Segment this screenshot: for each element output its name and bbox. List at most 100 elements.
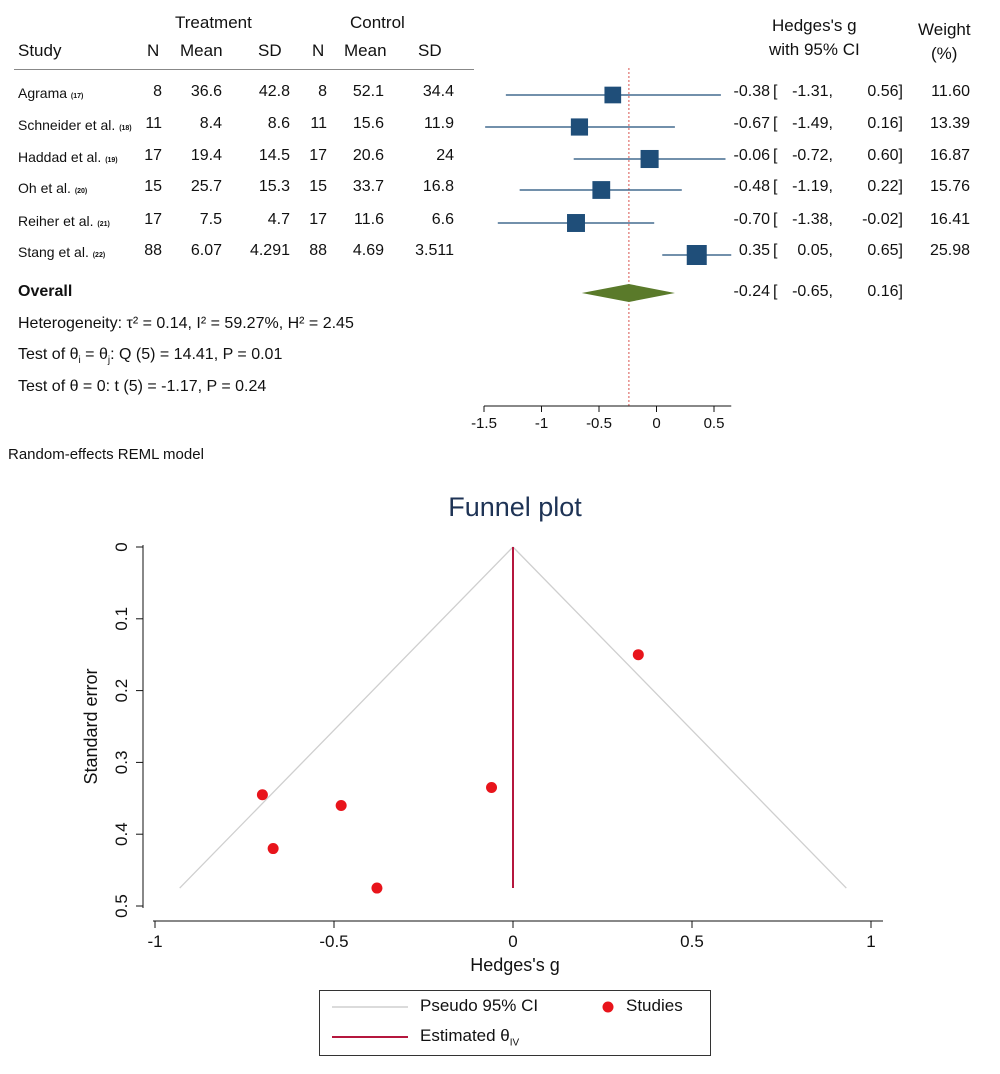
funnel-y-tick-label: 0.4 [112, 822, 131, 846]
test-hom-prefix: Test of θ [18, 346, 79, 363]
cell-g: -0.06 [733, 147, 770, 164]
cell-open-bracket: [ [773, 115, 778, 132]
study-ref: (18) [119, 125, 132, 132]
cell-weight: 13.39 [929, 115, 970, 132]
overall-g: -0.24 [733, 283, 770, 300]
cell-n2: 15 [309, 178, 327, 195]
funnel-x-tick-label: 1 [866, 932, 875, 951]
cell-ci-high: 0.22] [867, 178, 903, 195]
cell-g: -0.38 [733, 83, 770, 100]
cell-g: -0.67 [733, 115, 770, 132]
study-name: Oh et al. (20) [18, 180, 87, 196]
cell-weight: 16.41 [929, 211, 970, 228]
cell-open-bracket: [ [773, 147, 778, 164]
header-effect-line1: Hedges's g [772, 16, 857, 35]
study-point [371, 882, 383, 894]
cell-weight: 11.60 [931, 83, 970, 100]
cell-mean2: 20.6 [352, 147, 384, 164]
cell-g: 0.35 [738, 242, 770, 259]
cell-ci-low: -1.19, [792, 178, 833, 195]
header-mean1: Mean [180, 41, 223, 60]
header-treatment: Treatment [175, 13, 252, 32]
study-point [256, 789, 268, 801]
funnel-title: Funnel plot [448, 492, 582, 522]
study-label: Oh et al. [18, 180, 71, 196]
study-name: Schneider et al. (18) [18, 117, 132, 133]
cell-ci-low: -0.72, [792, 147, 833, 164]
cell-sd2: 11.9 [424, 115, 454, 132]
funnel-y-tick-label: 0.2 [112, 679, 131, 703]
legend-pseudo-ci-label: Pseudo 95% CI [420, 996, 539, 1015]
cell-open-bracket: [ [773, 211, 778, 228]
cell-ci-high: 0.65] [867, 242, 903, 259]
cell-open-bracket: [ [773, 242, 778, 259]
funnel-y-tick-label: 0 [112, 542, 131, 551]
cell-weight: 16.87 [929, 147, 970, 164]
header-control: Control [350, 13, 405, 32]
cell-sd1: 42.8 [258, 83, 290, 100]
cell-open-bracket: [ [773, 178, 778, 195]
cell-mean1: 7.5 [199, 211, 222, 228]
funnel-x-tick-label: -0.5 [319, 932, 348, 951]
cell-n1: 17 [144, 211, 162, 228]
legend-estimated-prefix: Estimated θ [420, 1026, 510, 1045]
cell-n1: 15 [144, 178, 162, 195]
study-ref: (17) [70, 93, 84, 100]
effect-marker [570, 118, 589, 136]
study-point [267, 843, 279, 855]
cell-ci-low: -1.31, [792, 83, 833, 100]
effect-marker [592, 181, 611, 199]
cell-n1: 17 [144, 147, 162, 164]
test-hom-eq: = θ [80, 346, 108, 363]
overall-open-bracket: [ [773, 283, 778, 300]
forest-x-tick-label: 0.5 [704, 415, 725, 432]
study-label: Schneider et al. [18, 117, 116, 133]
effect-marker [567, 214, 585, 232]
pseudo-ci-left [179, 546, 514, 889]
cell-mean1: 8.4 [199, 115, 222, 132]
model-note: Random-effects REML model [8, 446, 204, 463]
cell-ci-high: -0.02] [862, 211, 903, 228]
cell-n2: 88 [309, 242, 327, 259]
legend-swatches [332, 1001, 614, 1038]
cell-sd2: 24 [436, 147, 454, 164]
legend-studies-swatch [602, 1001, 614, 1013]
forest-x-tick-label: 0 [652, 415, 660, 432]
cell-sd1: 15.3 [258, 178, 290, 195]
funnel-y-tick-label: 0.1 [112, 607, 131, 631]
cell-weight: 25.98 [929, 242, 970, 259]
header-study: Study [18, 41, 62, 60]
cell-sd2: 16.8 [422, 178, 454, 195]
header-weight-line2: (%) [931, 44, 958, 63]
test-theta: Test of θ = 0: t (5) = -1.17, P = 0.24 [18, 378, 267, 395]
legend-estimated-sub: IV [509, 1037, 520, 1049]
cell-mean1: 19.4 [190, 147, 222, 164]
study-name: Stang et al. (22) [18, 244, 105, 260]
effect-marker [640, 149, 659, 169]
funnel-y-tick-label: 0.5 [112, 894, 131, 918]
study-name: Reiher et al. (21) [18, 213, 110, 229]
funnel-x-tick-label: -1 [147, 932, 162, 951]
study-point [486, 782, 498, 794]
cell-sd1: 14.5 [258, 147, 290, 164]
overall-lo: -0.65, [792, 283, 833, 300]
header-effect-line2: with 95% CI [769, 40, 860, 59]
funnel-x-label: Hedges's g [470, 955, 560, 975]
forest-x-tick-label: -1.5 [471, 415, 497, 432]
study-ref: (20) [74, 188, 88, 195]
cell-ci-low: -1.49, [792, 115, 833, 132]
funnel-y-label: Standard error [81, 668, 101, 784]
cell-mean1: 25.7 [190, 178, 222, 195]
cell-ci-high: 0.56] [867, 83, 903, 100]
cell-n2: 8 [318, 83, 327, 100]
header-sd1: SD [258, 41, 282, 60]
cell-n2: 17 [309, 147, 327, 164]
funnel-x-tick-label: 0.5 [680, 932, 704, 951]
cell-n2: 17 [309, 211, 327, 228]
study-ref: (19) [105, 157, 118, 164]
heterogeneity-text: Heterogeneity: τ² = 0.14, I² = 59.27%, H… [18, 315, 354, 332]
cell-n1: 88 [144, 242, 162, 259]
study-name: Haddad et al. (19) [18, 149, 118, 165]
study-ref: (21) [97, 221, 110, 228]
header-n1: N [147, 41, 160, 60]
